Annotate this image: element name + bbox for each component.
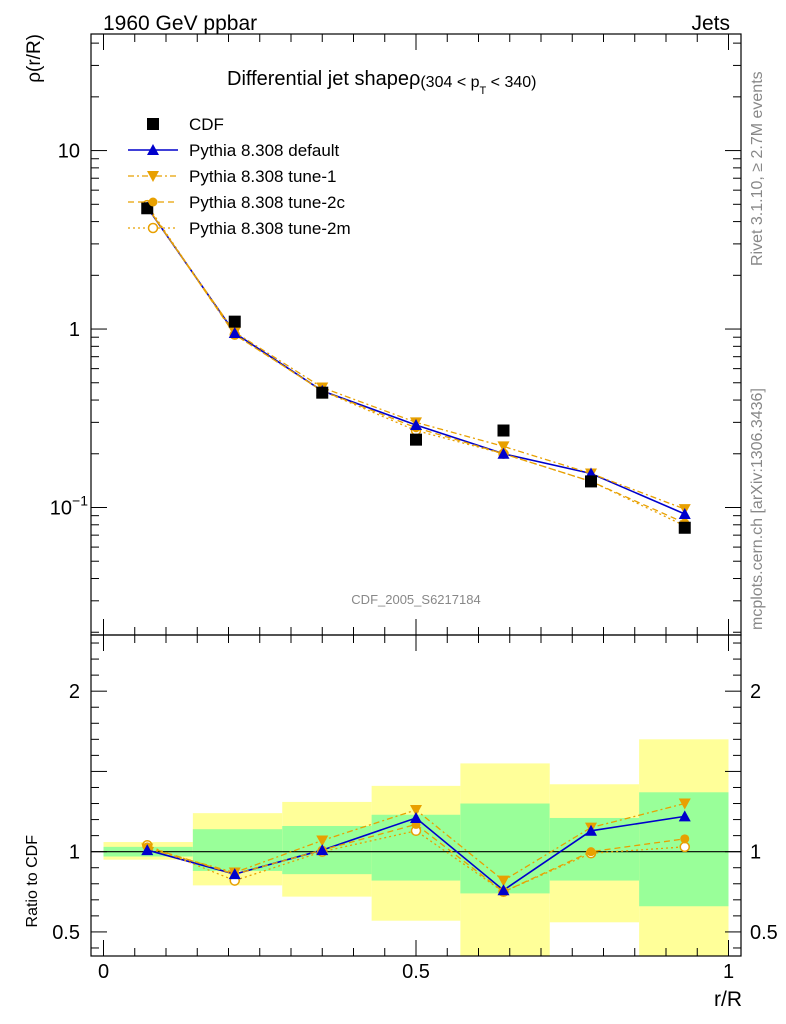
ratio-y-tick-label-left: 1 (69, 842, 80, 864)
analysis-watermark: CDF_2005_S6217184 (351, 592, 480, 607)
legend-label: Pythia 8.308 tune-1 (189, 167, 336, 186)
ratio-y-tick-label-left: 2 (69, 681, 80, 703)
ratio-panel: 0.5 0.5 1 1 2 2 0 0.5 1 (52, 634, 778, 983)
series-line (146, 206, 686, 524)
data-point (497, 441, 510, 453)
data-point (585, 475, 597, 488)
ratio-point (316, 844, 329, 856)
ratio-point (410, 804, 422, 816)
main-ylabel: ρ(r/R) (24, 34, 45, 83)
ratio-point (141, 844, 154, 856)
ratio-point (586, 847, 596, 857)
series-line (146, 204, 686, 527)
ratio-ylabel: Ratio to CDF (24, 835, 41, 928)
ratio-point (678, 810, 691, 822)
y-tick-label: 10−1 (50, 492, 88, 519)
legend-marker (147, 171, 159, 182)
main-panel: 10 1 10−1 (50, 33, 742, 636)
legend-marker (147, 222, 159, 234)
data-point (228, 327, 241, 339)
ratio-point (678, 798, 691, 810)
ratio-point (585, 824, 597, 836)
rivet-label: Rivet 3.1.10, ≥ 2.7M events (749, 71, 766, 266)
ratio-point (497, 875, 510, 887)
legend-label: Pythia 8.308 tune-2c (189, 193, 345, 212)
ratio-y-tick-label-right: 2 (750, 681, 761, 703)
ratio-y-tick-label-left: 0.5 (52, 922, 80, 944)
header-right: Jets (691, 12, 730, 35)
mcplots-label: mcplots.cern.ch [arXiv:1306.3436] (749, 388, 766, 630)
data-point (678, 507, 691, 519)
data-point (410, 418, 422, 430)
y-tick-label: 1 (69, 319, 80, 341)
series-line (146, 207, 685, 510)
ratio-point (228, 868, 241, 880)
legend: CDF Pythia 8.308 default Pythia 8.308 tune… (128, 115, 351, 238)
data-point (497, 447, 510, 459)
data-point (497, 424, 510, 437)
legend-marker (147, 144, 159, 155)
x-tick-label: 0 (98, 961, 109, 983)
legend-marker (147, 118, 159, 130)
data-point (678, 521, 691, 534)
ratio-y-tick-label-right: 0.5 (750, 922, 778, 944)
chart-title: Differential jet shapeρ(304 < pT < 340) (227, 68, 537, 97)
ratio-point (316, 835, 329, 847)
x-tick-label: 1 (723, 961, 734, 983)
series-line (146, 207, 686, 515)
y-tick-label: 10 (58, 141, 80, 163)
x-tick-label: 0.5 (402, 961, 430, 983)
uncertainty-band-inner (192, 829, 283, 871)
x-axis-label: r/R (714, 988, 742, 1011)
legend-label: CDF (189, 115, 224, 134)
ratio-point (679, 841, 690, 853)
legend-label: Pythia 8.308 tune-2m (189, 219, 351, 238)
data-point (316, 386, 329, 399)
legend-marker (148, 197, 158, 207)
data-point (410, 433, 422, 446)
legend-label: Pythia 8.308 default (189, 141, 340, 160)
ratio-point (497, 884, 510, 896)
ratio-point (410, 811, 422, 823)
data-point (228, 315, 241, 328)
ratio-point (680, 834, 690, 844)
ratio-y-tick-label-right: 1 (750, 842, 761, 864)
header-left: 1960 GeV ppbar (103, 12, 257, 35)
